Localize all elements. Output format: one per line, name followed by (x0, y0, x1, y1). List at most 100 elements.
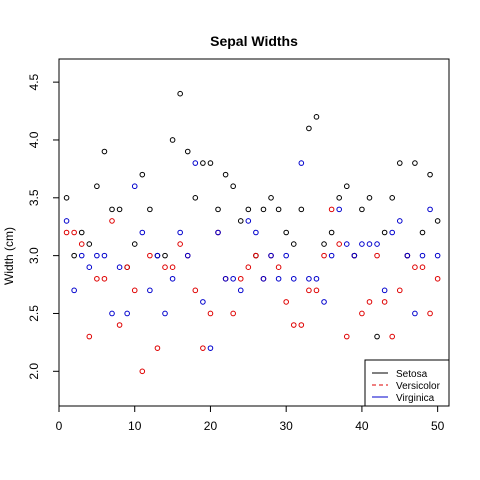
point-versicolor (162, 264, 168, 271)
point-setosa (389, 195, 396, 201)
legend-label-virginica: Virginica (396, 393, 435, 404)
point-versicolor (86, 333, 93, 340)
x-tick-label: 40 (355, 419, 369, 433)
point-versicolor (359, 310, 365, 317)
point-virginica (63, 218, 70, 224)
plot-frame (58, 58, 450, 407)
point-versicolor (298, 322, 305, 328)
point-versicolor (230, 310, 236, 317)
point-setosa (283, 229, 289, 236)
point-versicolor (275, 264, 282, 271)
point-virginica (200, 299, 206, 305)
point-virginica (412, 310, 418, 317)
point-versicolor (139, 368, 146, 375)
point-virginica (94, 252, 100, 259)
point-versicolor (154, 345, 161, 351)
point-virginica (78, 252, 85, 259)
point-setosa (184, 148, 191, 155)
point-versicolor (306, 287, 312, 294)
point-versicolor (336, 241, 342, 247)
y-axis-label: Width (cm) (2, 227, 16, 285)
point-virginica (290, 275, 297, 282)
point-setosa (268, 195, 274, 201)
point-setosa (230, 183, 236, 190)
point-setosa (200, 160, 206, 166)
point-setosa (313, 114, 320, 120)
x-tick-label: 30 (280, 419, 294, 433)
point-setosa (290, 241, 297, 247)
point-setosa (306, 125, 312, 132)
y-tick-label: 3.5 (27, 189, 41, 206)
point-virginica (419, 252, 426, 259)
point-versicolor (290, 322, 297, 328)
point-virginica (184, 252, 191, 259)
point-setosa (434, 218, 441, 224)
point-virginica (389, 229, 396, 236)
point-setosa (275, 206, 282, 213)
point-virginica (86, 264, 93, 271)
point-virginica (207, 345, 214, 351)
chart-title: Sepal Widths (210, 33, 298, 49)
point-versicolor (116, 322, 123, 328)
point-versicolor (71, 229, 77, 236)
point-versicolor (374, 252, 380, 259)
point-virginica (298, 160, 305, 166)
point-virginica (396, 218, 403, 224)
point-setosa (131, 241, 138, 247)
x-tick-label: 20 (204, 419, 218, 433)
point-setosa (215, 206, 221, 213)
point-virginica (381, 287, 388, 294)
point-virginica (343, 241, 350, 247)
point-versicolor (427, 310, 433, 317)
y-tick-label: 4.0 (27, 131, 41, 148)
point-setosa (116, 206, 123, 213)
point-versicolor (237, 275, 244, 282)
point-virginica (427, 206, 433, 213)
x-tick-label: 50 (431, 419, 445, 433)
point-virginica (71, 287, 77, 294)
point-virginica (275, 275, 282, 282)
point-setosa (94, 183, 100, 190)
point-setosa (109, 206, 115, 213)
point-setosa (237, 218, 244, 224)
point-virginica (222, 275, 229, 282)
y-tick-label: 4.5 (27, 73, 41, 90)
y-axis: 2.0 2.5 3.0 3.5 4.0 4.5 (27, 73, 59, 380)
point-setosa (260, 206, 267, 213)
point-versicolor (177, 241, 183, 247)
point-virginica (366, 241, 373, 247)
point-setosa (412, 160, 418, 166)
x-tick-label: 0 (56, 419, 63, 433)
point-virginica (230, 275, 236, 282)
point-versicolor (200, 345, 206, 351)
point-setosa (101, 148, 108, 155)
point-versicolor (328, 206, 335, 213)
point-versicolor (253, 252, 259, 259)
point-setosa (245, 206, 252, 213)
point-setosa (336, 195, 342, 201)
point-versicolor (207, 310, 214, 317)
point-versicolor (124, 264, 130, 271)
point-versicolor (366, 299, 373, 305)
point-setosa (207, 160, 214, 166)
point-versicolor (63, 229, 70, 236)
point-versicolor (321, 252, 327, 259)
point-virginica (169, 275, 176, 282)
data-points (63, 90, 441, 375)
point-versicolor (434, 275, 441, 282)
y-tick-label: 3.0 (27, 247, 41, 264)
point-virginica (131, 183, 138, 190)
point-virginica (321, 299, 327, 305)
point-virginica (101, 252, 108, 259)
point-versicolor (412, 264, 418, 271)
point-versicolor (419, 264, 426, 271)
point-setosa (343, 183, 350, 190)
point-versicolor (313, 287, 320, 294)
point-versicolor (245, 264, 252, 271)
point-virginica (162, 310, 168, 317)
point-virginica (328, 252, 335, 259)
point-versicolor (147, 252, 153, 259)
point-setosa (162, 252, 168, 259)
legend: Setosa Versicolor Virginica (364, 359, 450, 407)
